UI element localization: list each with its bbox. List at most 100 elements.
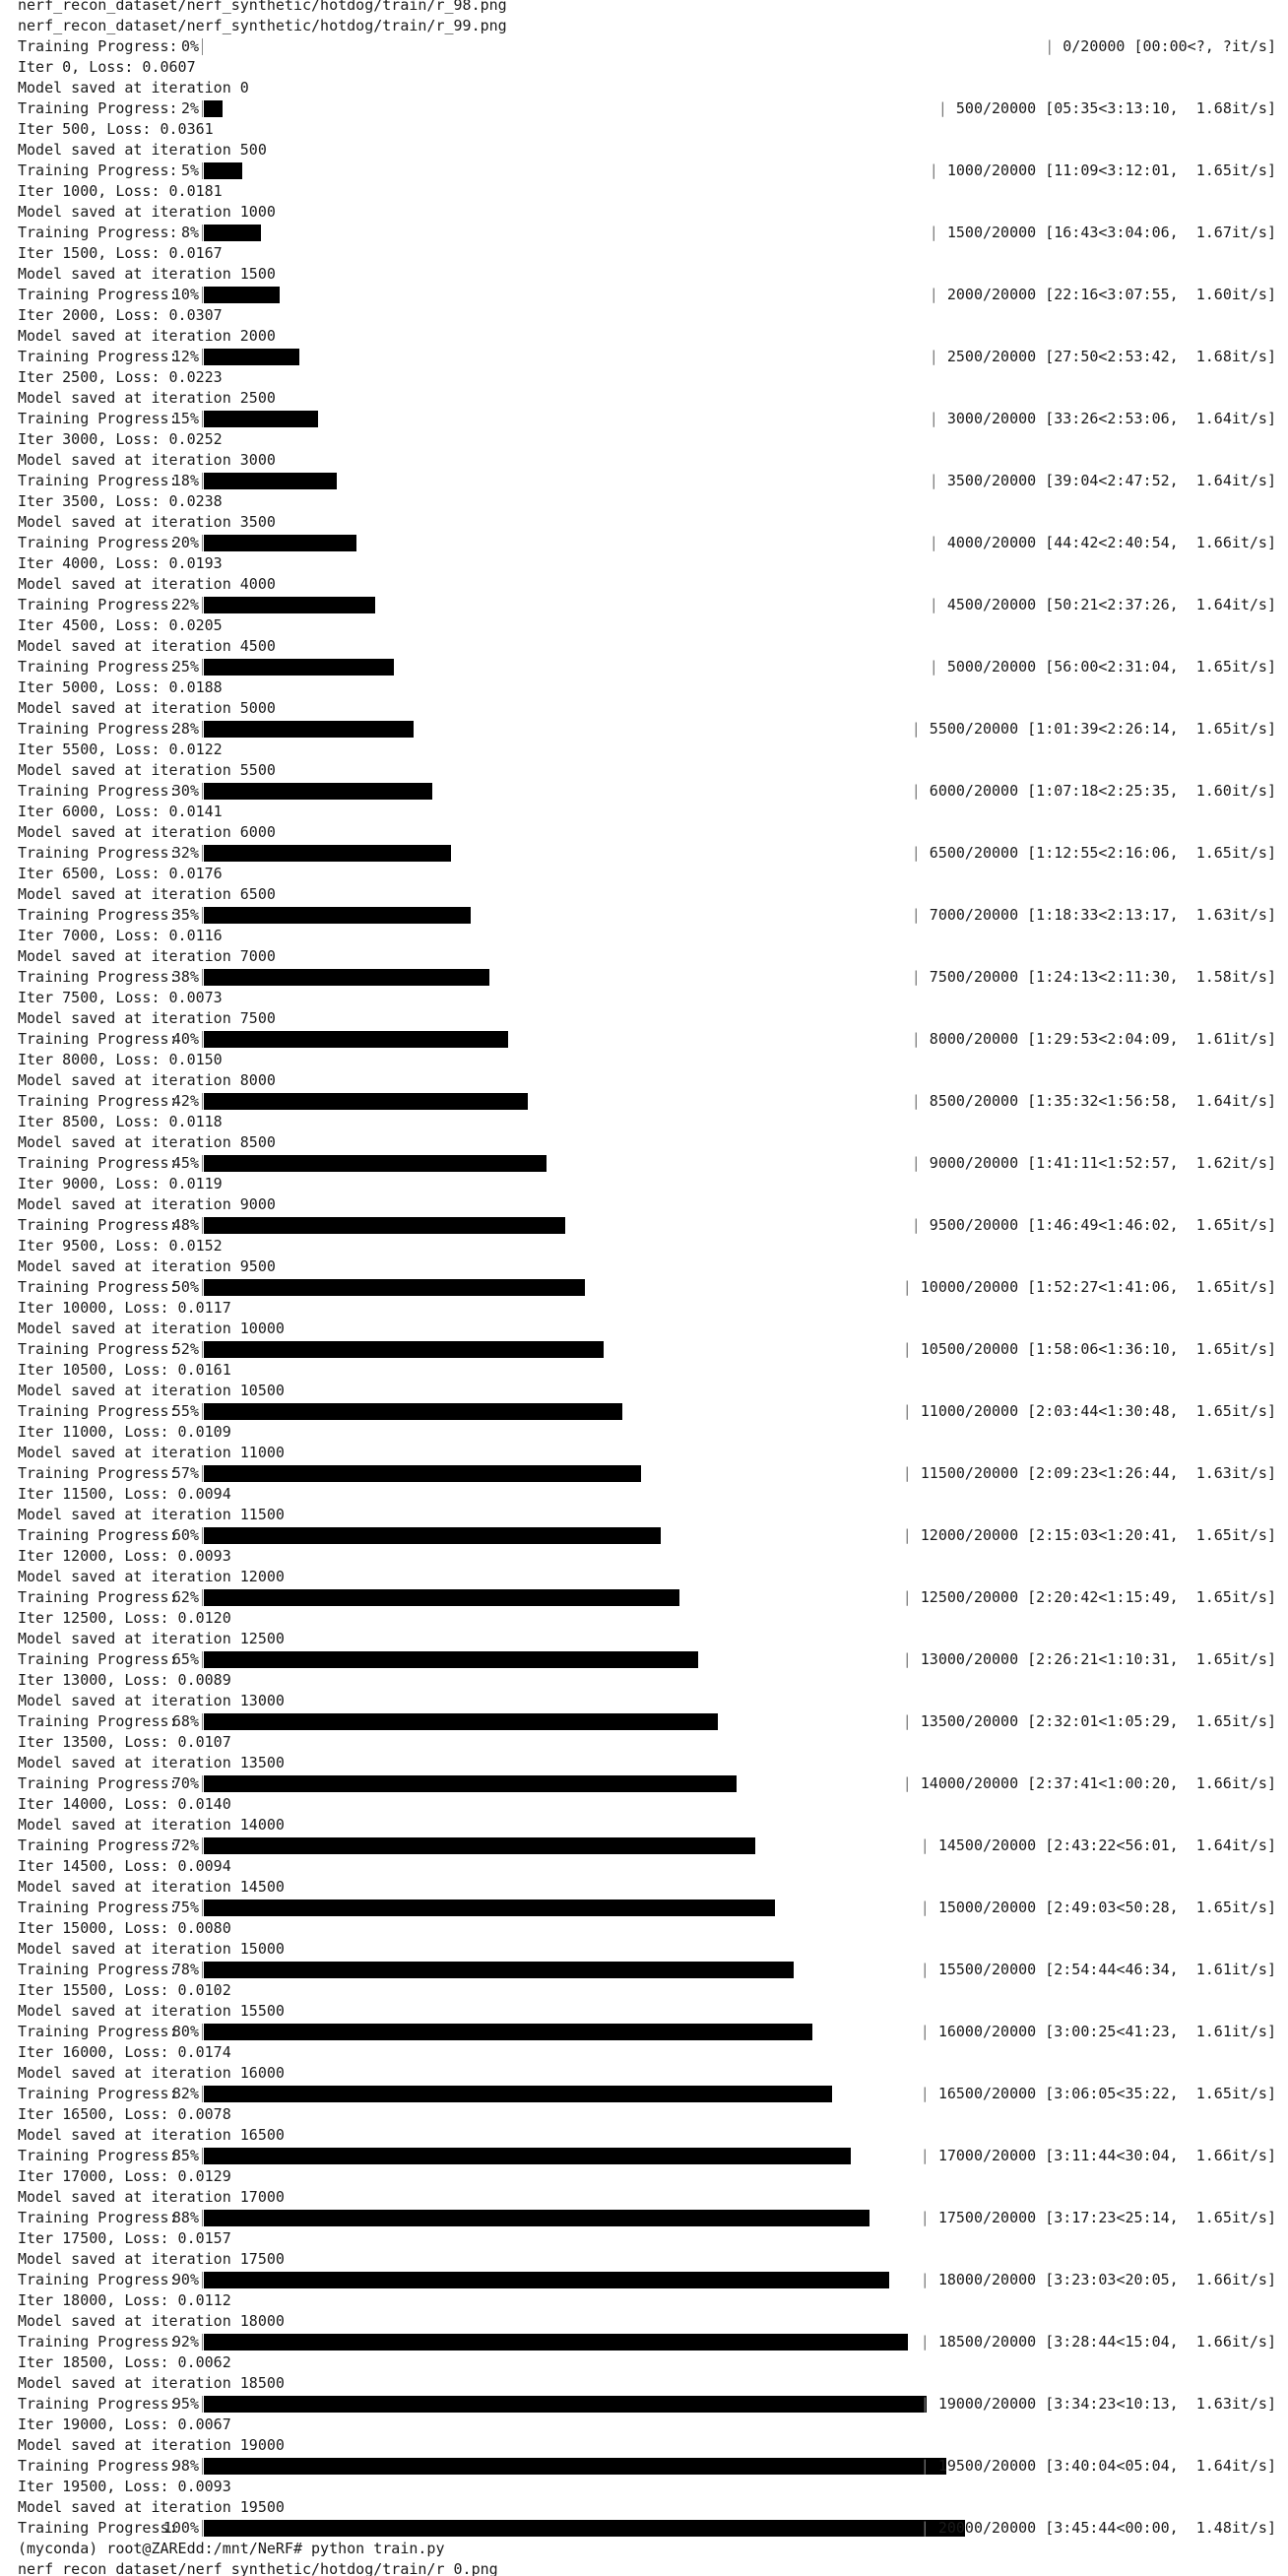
progress-stats: 19000/20000 [3:34:23<10:13, 1.63it/s] (921, 2394, 1276, 2415)
progress-bar-track (202, 721, 966, 738)
progress-stats: 19500/20000 [3:40:04<05:04, 1.64it/s] (921, 2456, 1276, 2477)
progress-bar-fill (204, 1465, 641, 1482)
model-saved-prefix: Model saved at iteration (18, 1257, 231, 1275)
model-saved-prefix: Model saved at iteration (18, 203, 231, 221)
model-saved-line: Model saved at iteration 8000 (18, 1070, 276, 1091)
model-saved-iteration: 10500 (239, 1382, 285, 1399)
iter-loss-line: Iter 1000, Loss: 0.0181 (18, 182, 223, 200)
progress-percent: 72% (171, 1836, 199, 1854)
progress-stats: 9500/20000 [1:46:49<1:46:02, 1.65it/s] (912, 1215, 1276, 1236)
model-saved-prefix: Model saved at iteration (18, 513, 231, 531)
progress-bar-track (202, 1962, 966, 1978)
model-saved-line: Model saved at iteration 9000 (18, 1194, 276, 1215)
model-saved-iteration: 8000 (239, 1071, 276, 1089)
progress-label: Training Progress: (18, 1961, 178, 1978)
progress-bar-track (202, 597, 966, 613)
progress-bar-fill (204, 1962, 794, 1978)
progress-bar-track (202, 1775, 966, 1792)
iter-loss-line: Iter 2500, Loss: 0.0223 (18, 368, 223, 386)
model-saved-line: Model saved at iteration 18500 (18, 2373, 285, 2394)
model-saved-line: Model saved at iteration 4500 (18, 636, 276, 657)
progress-label: Training Progress: (18, 1526, 178, 1544)
model-saved-iteration: 16000 (239, 2064, 285, 2082)
progress-bar-track (202, 845, 966, 862)
model-saved-prefix: Model saved at iteration (18, 575, 231, 593)
progress-label: Training Progress: (18, 2271, 178, 2288)
iter-loss-line: Iter 9000, Loss: 0.0119 (18, 1175, 223, 1192)
iter-loss-line: Iter 0, Loss: 0.0607 (18, 58, 196, 76)
model-saved-line: Model saved at iteration 17000 (18, 2187, 285, 2208)
model-saved-prefix: Model saved at iteration (18, 79, 231, 97)
progress-bar-track (202, 1403, 966, 1420)
progress-row: Training Progress:20% 4000/20000 [44:42<2… (0, 533, 1288, 553)
progress-bar-fill (204, 1775, 737, 1792)
progress-bar-track (202, 1155, 966, 1172)
progress-stats: 4500/20000 [50:21<2:37:26, 1.64it/s] (930, 595, 1276, 615)
progress-label: Training Progress: (18, 534, 178, 551)
progress-row: Training Progress:75% 15000/20000 [2:49:0… (0, 1898, 1288, 1918)
progress-label: Training Progress: (18, 1402, 178, 1420)
progress-bar-track (202, 349, 966, 365)
progress-label: Training Progress: (18, 2209, 178, 2226)
iter-loss-line: Iter 18500, Loss: 0.0062 (18, 2353, 231, 2371)
progress-row: Training Progress:40% 8000/20000 [1:29:53… (0, 1029, 1288, 1050)
progress-label: Training Progress: (18, 1278, 178, 1296)
progress-stats: 18000/20000 [3:23:03<20:05, 1.66it/s] (921, 2270, 1276, 2290)
progress-bar-fill (204, 1155, 547, 1172)
model-saved-line: Model saved at iteration 19000 (18, 2435, 285, 2456)
progress-row: Training Progress:42% 8500/20000 [1:35:32… (0, 1091, 1288, 1112)
progress-label: Training Progress: (18, 1712, 178, 1730)
iter-loss-line: Iter 11500, Loss: 0.0094 (18, 1485, 231, 1503)
iter-loss-line: Iter 14000, Loss: 0.0140 (18, 1795, 231, 1813)
progress-percent: 68% (171, 1712, 199, 1730)
model-saved-line: Model saved at iteration 13500 (18, 1753, 285, 1773)
log-line: nerf_recon_dataset/nerf_synthetic/hotdog… (18, 17, 507, 34)
progress-row: Training Progress:5% 1000/20000 [11:09<3:… (0, 161, 1288, 181)
progress-row: Training Progress:48% 9500/20000 [1:46:49… (0, 1215, 1288, 1236)
model-saved-iteration: 7500 (239, 1009, 276, 1027)
progress-percent: 38% (171, 968, 199, 986)
model-saved-line: Model saved at iteration 4000 (18, 574, 276, 595)
progress-stats: 17500/20000 [3:17:23<25:14, 1.65it/s] (921, 2208, 1276, 2228)
model-saved-prefix: Model saved at iteration (18, 1444, 231, 1461)
progress-bar-fill (204, 2520, 965, 2537)
progress-bar-fill (204, 349, 299, 365)
progress-bar-fill (204, 1837, 755, 1854)
progress-bar-track (202, 38, 966, 55)
model-saved-iteration: 9500 (239, 1257, 276, 1275)
progress-percent: 40% (171, 1030, 199, 1048)
progress-row: Training Progress:18% 3500/20000 [39:04<2… (0, 471, 1288, 491)
progress-bar-fill (204, 1651, 698, 1668)
progress-row: Training Progress:100% 20000/20000 [3:45:… (0, 2518, 1288, 2539)
model-saved-prefix: Model saved at iteration (18, 451, 231, 469)
progress-bar-fill (204, 2086, 832, 2102)
progress-label: Training Progress: (18, 1464, 178, 1482)
progress-row: Training Progress:95% 19000/20000 [3:34:2… (0, 2394, 1288, 2415)
model-saved-iteration: 1500 (239, 265, 276, 283)
model-saved-line: Model saved at iteration 0 (18, 78, 249, 98)
model-saved-iteration: 4000 (239, 575, 276, 593)
progress-bar-track (202, 1341, 966, 1358)
progress-stats: 15000/20000 [2:49:03<50:28, 1.65it/s] (921, 1898, 1276, 1918)
progress-percent: 65% (171, 1650, 199, 1668)
progress-label: Training Progress: (18, 2519, 178, 2537)
progress-stats: 18500/20000 [3:28:44<15:04, 1.66it/s] (921, 2332, 1276, 2352)
progress-bar-fill (204, 1900, 775, 1916)
iter-loss-line: Iter 9500, Loss: 0.0152 (18, 1237, 223, 1255)
progress-bar-track (202, 1713, 966, 1730)
model-saved-iteration: 16500 (239, 2126, 285, 2144)
iter-loss-line: Iter 5500, Loss: 0.0122 (18, 741, 223, 758)
progress-percent: 52% (171, 1340, 199, 1358)
progress-bar-fill (204, 2396, 927, 2413)
progress-bar-fill (204, 287, 280, 303)
progress-label: Training Progress: (18, 906, 178, 924)
progress-stats: 15500/20000 [2:54:44<46:34, 1.61it/s] (921, 1960, 1276, 1980)
progress-bar-track (202, 2458, 966, 2475)
progress-stats: 12000/20000 [2:15:03<1:20:41, 1.65it/s] (903, 1525, 1276, 1546)
progress-percent: 18% (171, 472, 199, 489)
progress-percent: 30% (171, 782, 199, 800)
progress-percent: 92% (171, 2333, 199, 2351)
progress-stats: 20000/20000 [3:45:44<00:00, 1.48it/s] (921, 2518, 1276, 2539)
progress-row: Training Progress:92% 18500/20000 [3:28:4… (0, 2332, 1288, 2352)
